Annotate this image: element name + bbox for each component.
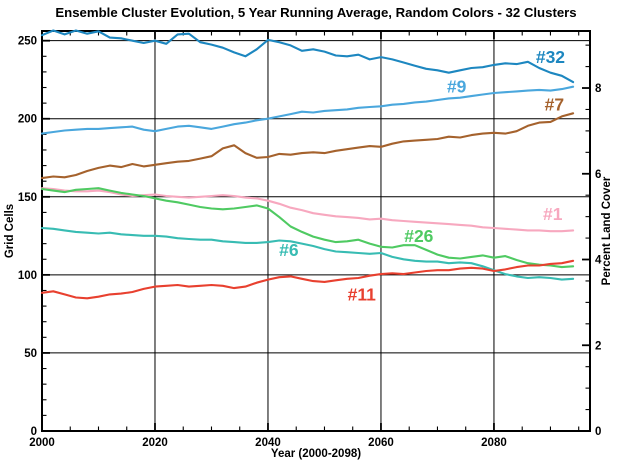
y-left-tick-label: 150 [18,192,37,204]
series-line-1 [40,187,575,233]
y-right-tick-label: 4 [595,255,602,267]
x-tick-label: 2020 [142,437,168,449]
series-labels: #32 #9 #7 #1 #26 #6 #11 [279,47,565,304]
axis-tick-labels: 2000 2020 2040 2060 2080 0 50 100 150 200 250 0 2 4 6 8 [18,36,602,449]
series-line-32 [40,29,575,84]
series-line-7 [40,112,575,180]
y-right-tick-label: 6 [595,169,601,181]
x-axis-title: Year (2000-2098) [271,448,361,460]
x-tick-label: 2060 [368,437,394,449]
series-label-9: #9 [447,77,467,97]
x-tick-label: 2080 [481,437,507,449]
series-line-6 [40,226,575,281]
series-label-7: #7 [545,95,564,115]
y-right-tick-label: 8 [595,83,602,95]
x-tick-label: 2000 [29,437,55,449]
y-left-tick-label: 50 [24,348,37,360]
y-left-tick-label: 250 [18,36,37,48]
plot-frame [41,30,591,432]
series-line-9 [40,85,575,135]
y-left-tick-label: 0 [31,426,37,438]
series-lines [40,29,575,300]
y-right-tick-label: 0 [595,426,601,438]
chart-title: Ensemble Cluster Evolution, 5 Year Runni… [55,5,576,20]
series-label-1: #1 [543,204,563,224]
series-line-11 [40,259,575,300]
x-tick-label: 2040 [255,437,281,449]
series-label-11: #11 [348,284,376,304]
series-label-6: #6 [279,240,299,260]
y-right-tick-label: 2 [595,340,601,352]
series-label-26: #26 [404,226,433,246]
y-left-tick-label: 200 [18,114,37,126]
series-label-32: #32 [536,47,565,67]
y-axis-left-title: Grid Cells [4,204,16,258]
y-left-tick-label: 100 [18,270,37,282]
series-line-26 [40,187,575,269]
y-axis-right-title: Percent Land Cover [601,176,613,285]
